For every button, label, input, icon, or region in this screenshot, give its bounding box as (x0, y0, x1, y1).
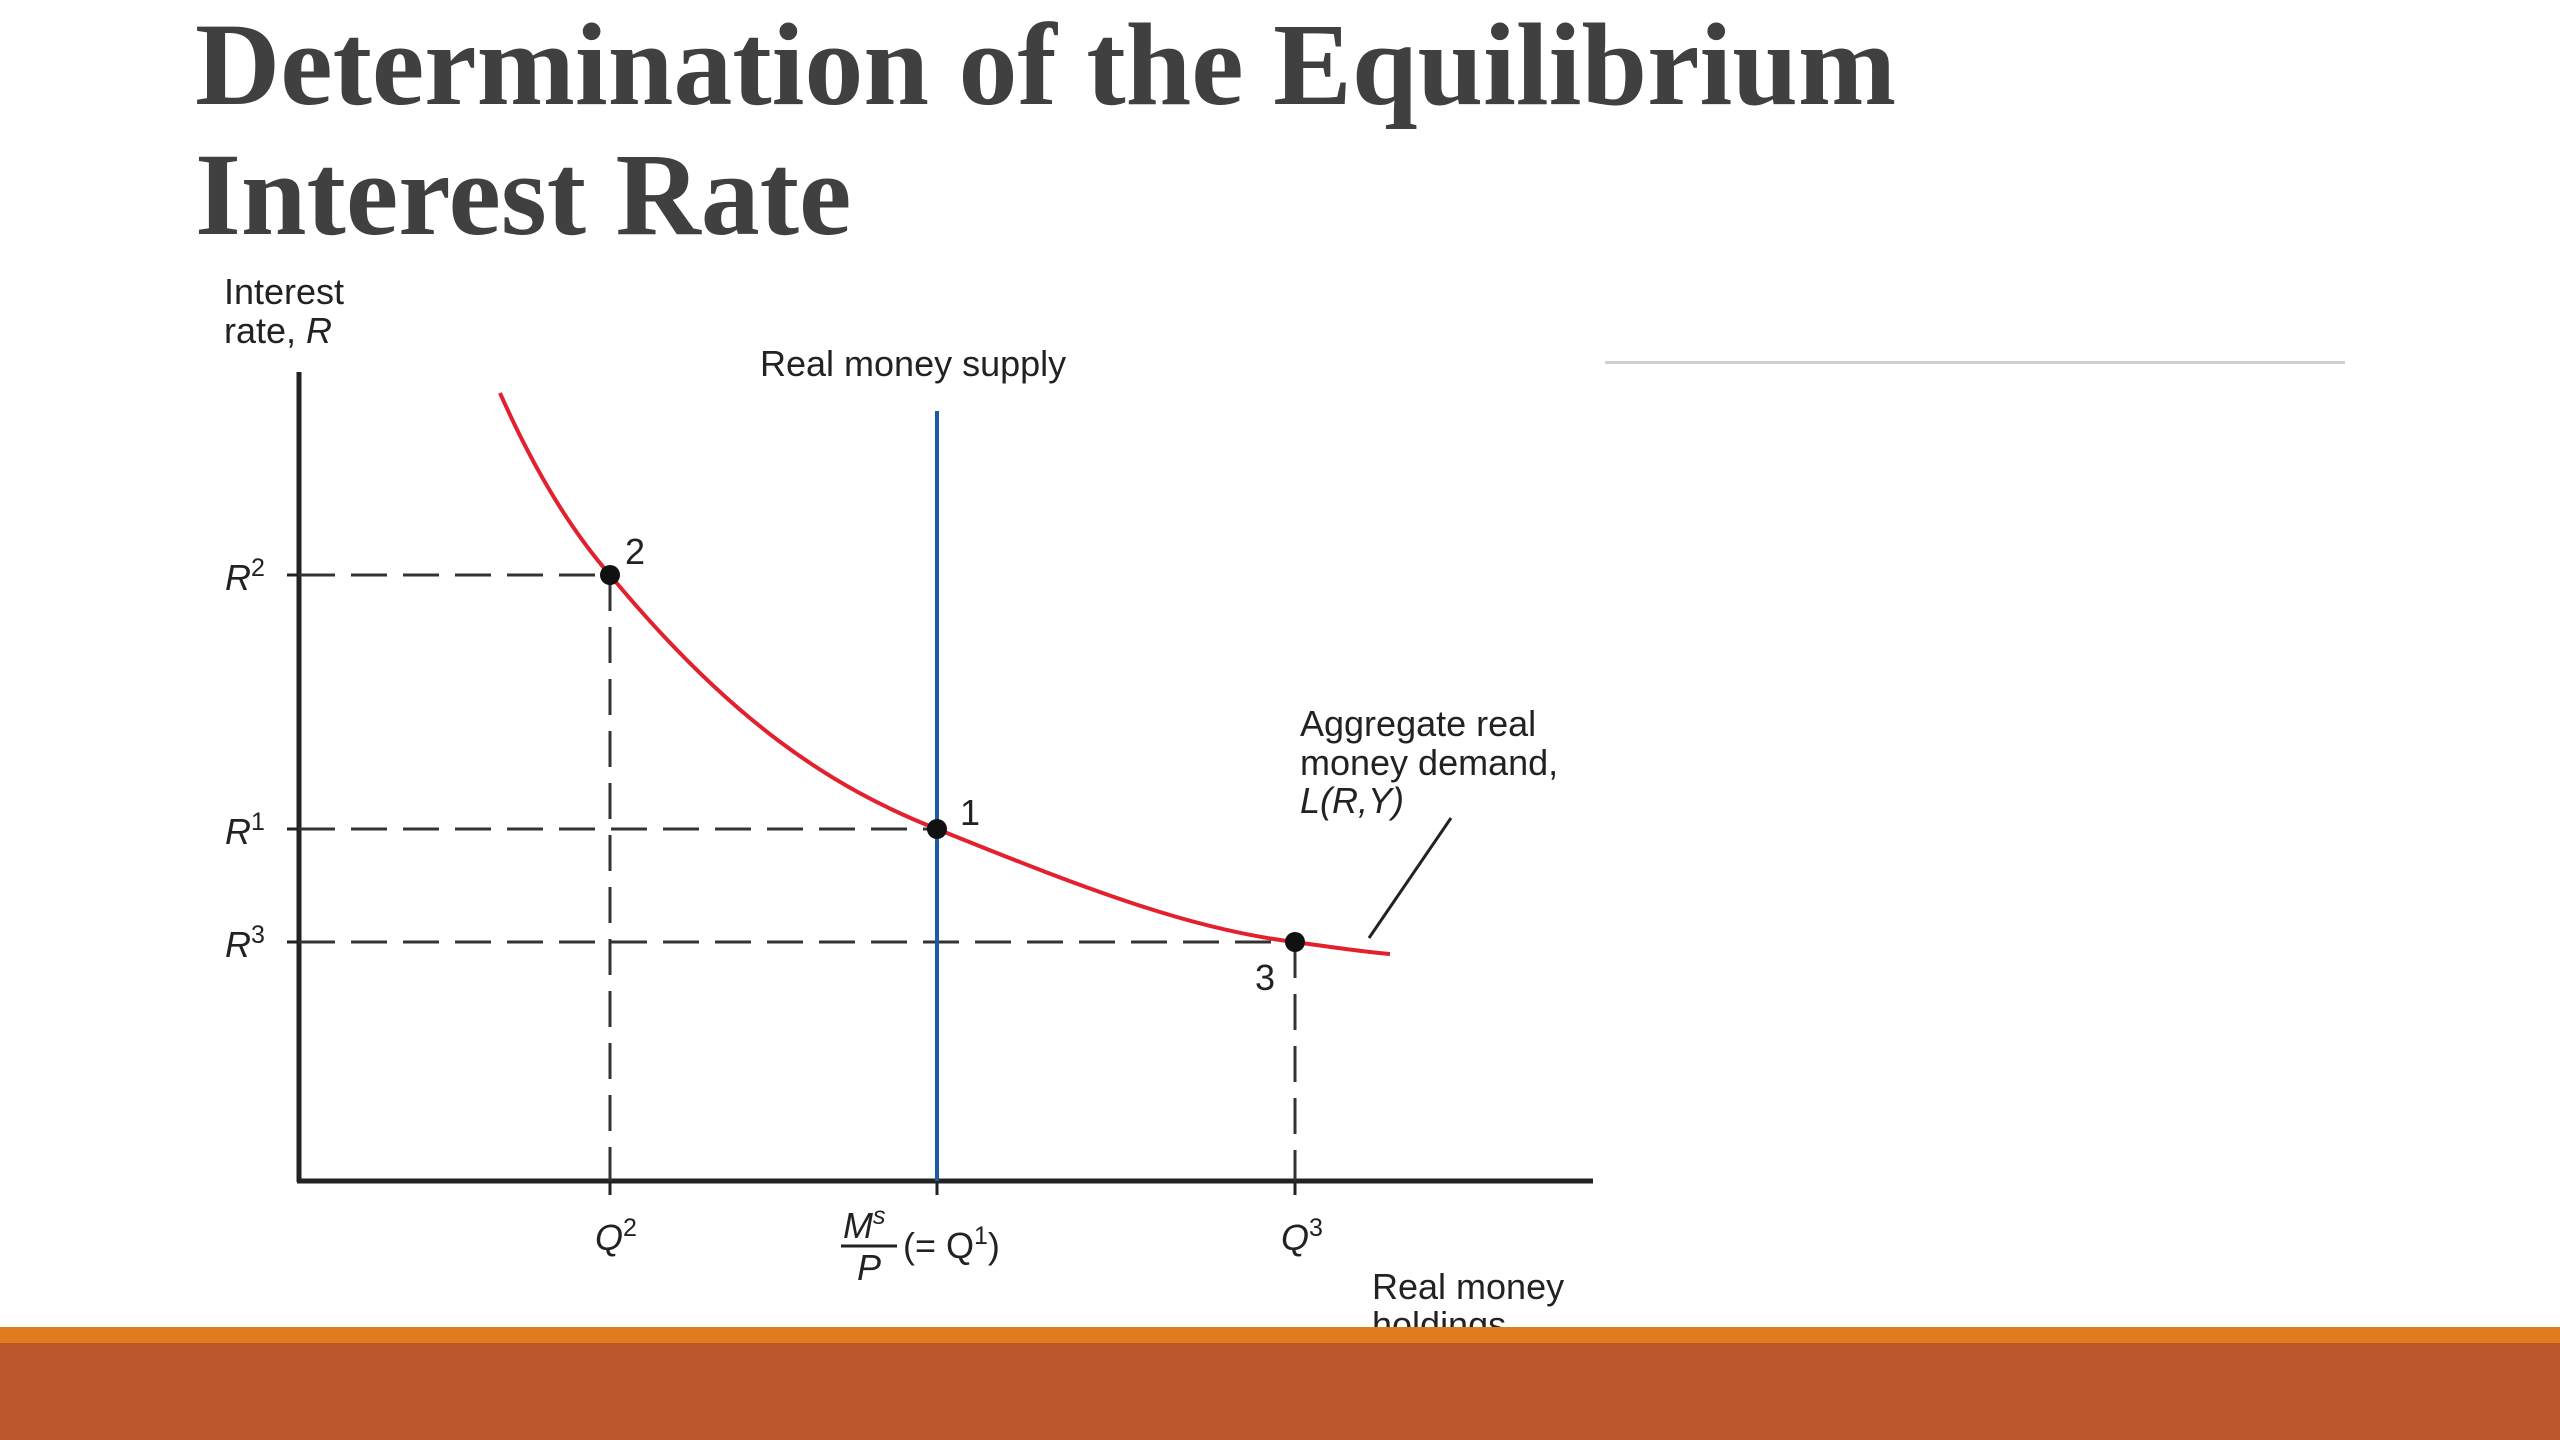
money-market-diagram-svg: Interest rate, R R2 R1 R3 Q2 Ms (224, 271, 1593, 1345)
q1-equality: (= Q1) (903, 1222, 1000, 1266)
tick-label-r1-base: R (225, 811, 251, 852)
tick-label-r3-sup: 3 (251, 921, 265, 949)
tick-label-r2-base: R (225, 557, 251, 598)
title-divider-line (1605, 361, 2345, 364)
point-3-label: 3 (1255, 957, 1275, 998)
x-axis-ticks (608, 1181, 1297, 1195)
ms-numerator-base: M (843, 1205, 873, 1246)
ms-numerator: Ms (843, 1202, 886, 1246)
tick-label-r3: R3 (225, 921, 265, 965)
tick-label-q2: Q2 (595, 1214, 637, 1258)
money-demand-label-line-2: money demand, (1300, 742, 1558, 783)
ms-denominator: P (857, 1247, 881, 1288)
slide-title-line-1: Determination of the Equilibrium (195, 0, 1897, 130)
slide-title-line-2: Interest Rate (195, 129, 852, 260)
tick-label-q3-base: Q (1281, 1217, 1309, 1258)
tick-label-q2-sup: 2 (623, 1214, 637, 1242)
y-axis-label-line-2: rate, R (224, 310, 332, 351)
y-axis-label-line-1: Interest (224, 271, 344, 312)
tick-label-q2-base: Q (595, 1217, 623, 1258)
x-axis-label-line-1: Real money (1372, 1266, 1564, 1307)
point-2-label: 2 (625, 531, 645, 572)
point-1-label: 1 (960, 792, 980, 833)
tick-label-ms-over-p: Ms P (= Q1) (841, 1202, 1000, 1288)
tick-label-r2-sup: 2 (251, 554, 265, 582)
tick-label-r2: R2 (225, 554, 265, 598)
q1-equality-prefix: (= Q (903, 1225, 974, 1266)
y-axis-label-variable: R (306, 310, 332, 351)
tick-label-q3: Q3 (1281, 1214, 1323, 1258)
tick-label-r1: R1 (225, 808, 265, 852)
q1-equality-suffix: ) (988, 1225, 1000, 1266)
real-money-supply-label: Real money supply (760, 343, 1066, 384)
tick-label-q3-sup: 3 (1309, 1214, 1323, 1242)
footer-accent-stripe (0, 1327, 2560, 1343)
slide-title: Determination of the Equilibrium Interes… (195, 0, 2195, 260)
money-demand-label-leader (1367, 817, 1453, 939)
money-demand-curve (498, 392, 1391, 956)
tick-label-r1-sup: 1 (251, 808, 265, 836)
y-axis-label-text: rate, (224, 310, 306, 351)
money-demand-label-line-1: Aggregate real (1300, 703, 1536, 744)
point-1-marker (927, 819, 947, 839)
tick-label-r3-base: R (225, 924, 251, 965)
q1-equality-sup: 1 (974, 1222, 988, 1250)
y-axis-ticks (287, 573, 299, 944)
point-3-marker (1285, 932, 1305, 952)
ms-numerator-sup: s (873, 1202, 886, 1230)
dashed-guides (299, 573, 1297, 1181)
money-demand-label-line-3: L(R,Y) (1300, 780, 1404, 821)
footer-band (0, 1343, 2560, 1440)
money-market-diagram: Interest rate, R R2 R1 R3 Q2 Ms (215, 270, 1605, 1357)
point-2-marker (600, 565, 620, 585)
